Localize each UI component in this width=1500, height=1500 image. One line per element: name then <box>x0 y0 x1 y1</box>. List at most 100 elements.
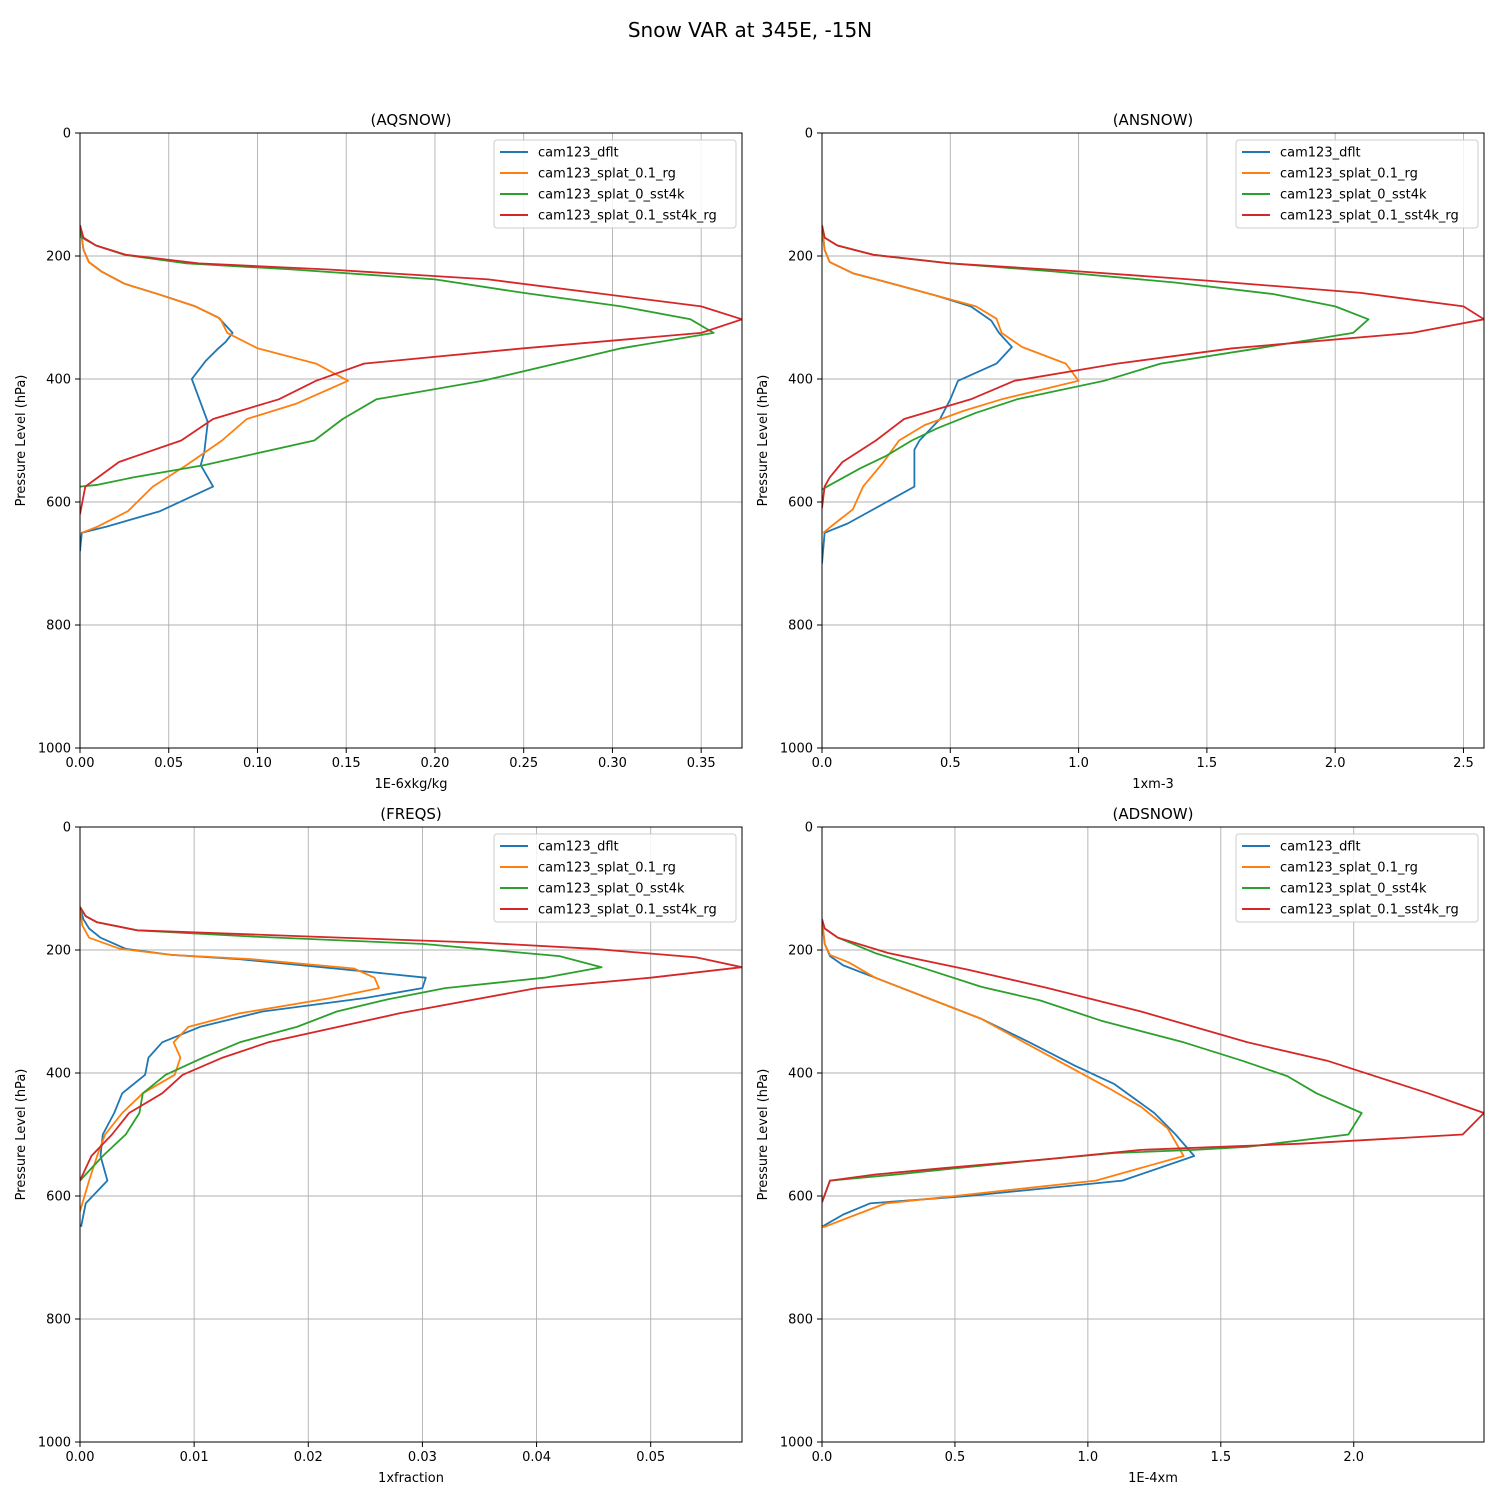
series-line-cam123_splat_0.1_rg <box>822 225 1080 534</box>
legend: cam123_dflt cam123_splat_0.1_rg cam123_spl… <box>493 833 737 923</box>
y-tick-label: 1000 <box>38 1436 71 1451</box>
y-axis-label: Pressure Level (hPa) <box>756 1069 771 1201</box>
axes-frame <box>821 826 1485 1443</box>
y-tick-label: 1000 <box>38 742 71 757</box>
x-tick-label: 0.0 <box>812 756 833 771</box>
x-tick-label: 0.10 <box>243 756 272 771</box>
figure-title: Snow VAR at 345E, -15N <box>628 18 872 42</box>
y-tick-label: 1000 <box>780 1436 813 1451</box>
legend-entry: cam123_dflt <box>1280 840 1361 855</box>
y-tick-label: 600 <box>788 1190 813 1205</box>
subplot-title: (AQSNOW) <box>371 111 452 129</box>
y-tick-label: 400 <box>46 1067 71 1082</box>
subplot-4: 0.0 0.5 1.0 1.5 2.0 0 200 400 600 800 1000 (ADSNOW)… <box>756 805 1485 1486</box>
series-line-cam123_splat_0.1_rg <box>80 225 349 534</box>
y-tick-label: 600 <box>46 496 71 511</box>
y-tick-label: 0 <box>63 821 71 836</box>
y-tick-label: 1000 <box>780 742 813 757</box>
x-tick-label: 0.00 <box>66 756 95 771</box>
y-tick-label: 0 <box>805 821 813 836</box>
axes-frame <box>821 132 1485 749</box>
series-line-cam123_splat_0.1_sst4k_rg <box>822 225 1484 509</box>
x-tick-label: 0.30 <box>598 756 627 771</box>
legend-entry: cam123_splat_0.1_sst4k_rg <box>1280 903 1459 918</box>
legend-frame <box>1235 139 1479 229</box>
y-tick-label: 200 <box>788 250 813 265</box>
legend: cam123_dflt cam123_splat_0.1_rg cam123_spl… <box>1235 139 1479 229</box>
x-tick-label: 0.04 <box>522 1450 551 1465</box>
legend: cam123_dflt cam123_splat_0.1_rg cam123_spl… <box>1235 833 1479 923</box>
x-tick-label: 0.20 <box>420 756 449 771</box>
subplot-title: (ADSNOW) <box>1113 805 1194 823</box>
series-line-cam123_splat_0.1_rg <box>80 906 380 1212</box>
y-axis-label: Pressure Level (hPa) <box>756 375 771 507</box>
x-tick-label: 0.25 <box>509 756 538 771</box>
x-tick-label: 0.5 <box>945 1450 966 1465</box>
legend-entry: cam123_splat_0.1_rg <box>1280 167 1418 182</box>
axes-frame <box>79 826 743 1443</box>
x-tick-label: 1.0 <box>1078 1450 1099 1465</box>
y-tick-label: 800 <box>788 1313 813 1328</box>
x-tick-label: 2.0 <box>1343 1450 1364 1465</box>
series-line-cam123_splat_0.1_rg <box>822 919 1185 1228</box>
legend-entry: cam123_splat_0_sst4k <box>1280 882 1427 897</box>
legend-entry: cam123_splat_0.1_rg <box>538 861 676 876</box>
legend-entry: cam123_splat_0.1_sst4k_rg <box>538 209 717 224</box>
x-tick-label: 2.5 <box>1453 756 1474 771</box>
subplot-2: 0.0 0.5 1.0 1.5 2.0 2.5 0 200 400 600 800 1000 (ANSN… <box>756 111 1485 792</box>
y-tick-label: 400 <box>788 373 813 388</box>
x-tick-label: 0.02 <box>294 1450 323 1465</box>
x-tick-label: 0.00 <box>66 1450 95 1465</box>
y-axis-label: Pressure Level (hPa) <box>14 375 29 507</box>
y-tick-label: 600 <box>46 1190 71 1205</box>
y-tick-label: 800 <box>46 619 71 634</box>
x-tick-label: 1.5 <box>1197 756 1218 771</box>
legend-entry: cam123_splat_0.1_rg <box>538 167 676 182</box>
x-tick-label: 0.05 <box>636 1450 665 1465</box>
legend-entry: cam123_splat_0.1_rg <box>1280 861 1418 876</box>
legend-entry: cam123_splat_0.1_sst4k_rg <box>1280 209 1459 224</box>
x-tick-label: 0.03 <box>408 1450 437 1465</box>
x-tick-label: 0.0 <box>812 1450 833 1465</box>
subplot-title: (ANSNOW) <box>1113 111 1194 129</box>
legend-entry: cam123_splat_0_sst4k <box>538 188 685 203</box>
series-line-cam123_splat_0.1_sst4k_rg <box>80 225 742 515</box>
x-tick-label: 0.5 <box>940 756 961 771</box>
x-axis-label: 1xfraction <box>378 1471 444 1486</box>
x-tick-label: 0.15 <box>332 756 361 771</box>
legend-entry: cam123_splat_0_sst4k <box>1280 188 1427 203</box>
subplot-3: 0.00 0.01 0.02 0.03 0.04 0.05 0 200 400 600 800 100… <box>14 805 743 1486</box>
y-tick-label: 200 <box>46 250 71 265</box>
x-tick-label: 0.35 <box>687 756 716 771</box>
legend-entry: cam123_splat_0_sst4k <box>538 882 685 897</box>
x-axis-label: 1E-4xm <box>1128 1471 1178 1486</box>
y-tick-label: 0 <box>805 127 813 142</box>
y-tick-label: 400 <box>46 373 71 388</box>
x-tick-label: 1.5 <box>1210 1450 1231 1465</box>
legend-entry: cam123_splat_0.1_sst4k_rg <box>538 903 717 918</box>
series-line-cam123_splat_0.1_sst4k_rg <box>80 906 742 1181</box>
x-axis-label: 1xm-3 <box>1132 777 1174 792</box>
series-line-cam123_dflt <box>822 919 1196 1228</box>
x-tick-label: 2.0 <box>1325 756 1346 771</box>
x-tick-label: 1.0 <box>1068 756 1089 771</box>
y-tick-label: 0 <box>63 127 71 142</box>
x-tick-label: 0.01 <box>180 1450 209 1465</box>
y-tick-label: 200 <box>788 944 813 959</box>
legend-frame <box>493 833 737 923</box>
legend-entry: cam123_dflt <box>1280 146 1361 161</box>
y-tick-label: 800 <box>46 1313 71 1328</box>
axes-frame <box>79 132 743 749</box>
legend-frame <box>493 139 737 229</box>
subplot-1: 0.00 0.05 0.10 0.15 0.20 0.25 0.30 0.35 0 200 400 6… <box>14 111 743 792</box>
legend-entry: cam123_dflt <box>538 146 619 161</box>
legend: cam123_dflt cam123_splat_0.1_rg cam123_spl… <box>493 139 737 229</box>
y-axis-label: Pressure Level (hPa) <box>14 1069 29 1201</box>
x-tick-label: 0.05 <box>154 756 183 771</box>
y-tick-label: 800 <box>788 619 813 634</box>
subplot-title: (FREQS) <box>380 805 442 823</box>
x-axis-label: 1E-6xkg/kg <box>374 777 447 792</box>
y-tick-label: 400 <box>788 1067 813 1082</box>
legend-entry: cam123_dflt <box>538 840 619 855</box>
